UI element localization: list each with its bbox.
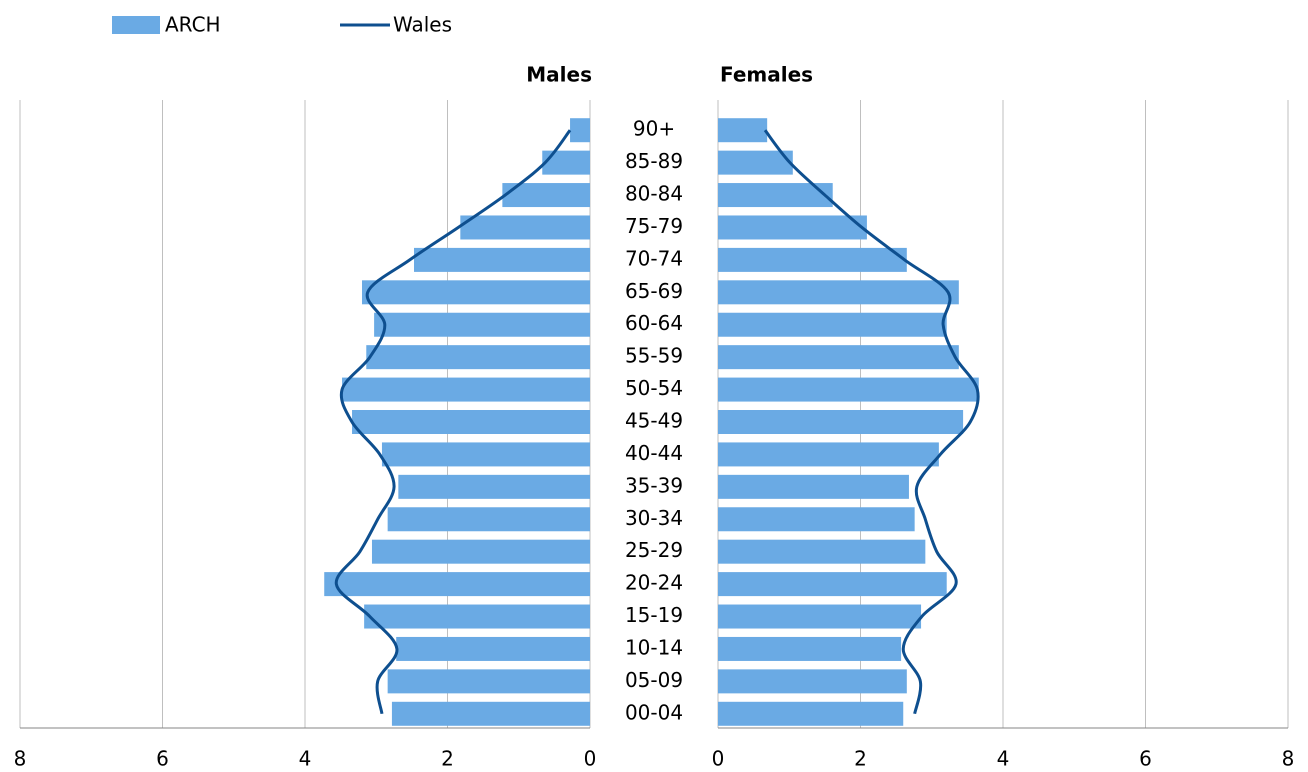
bar [718,247,907,272]
bar [374,312,590,337]
category-label: 15-19 [625,603,683,627]
bar [396,636,590,661]
category-label: 05-09 [625,668,683,692]
chart-title: Males [526,63,592,87]
bar [718,377,979,402]
category-label: 00-04 [625,700,683,724]
category-label: 20-24 [625,571,683,595]
bar [460,215,590,240]
category-label: 60-64 [625,311,683,335]
category-label: 35-39 [625,473,683,497]
bar [718,669,907,694]
bar [718,701,904,726]
category-label: 70-74 [625,246,683,270]
bar [387,507,590,532]
bar [718,442,939,467]
category-label: 50-54 [625,376,683,400]
bar [342,377,590,402]
category-label: 80-84 [625,182,683,206]
bar [352,410,590,434]
x-tick-label: 2 [854,747,867,771]
x-tick-label: 0 [584,747,597,771]
bar [366,345,590,370]
category-label: 25-29 [625,538,683,562]
category-label: 45-49 [625,409,683,433]
bar [718,312,947,337]
bar [718,118,768,143]
chart-title: Females [720,63,813,87]
bar [718,345,959,370]
bar [398,474,590,499]
bar [718,280,959,305]
bar [718,507,915,532]
bar [381,442,590,467]
bar [718,572,947,597]
category-label: 10-14 [625,635,683,659]
bar [718,636,902,661]
bar [391,701,590,726]
legend-label: ARCH [165,13,221,37]
bar [362,280,590,305]
x-tick-label: 0 [712,747,725,771]
bar [718,474,909,499]
x-tick-label: 8 [1282,747,1295,771]
line [763,129,980,715]
category-label: 90+ [633,117,675,141]
category-label: 75-79 [625,214,683,238]
line [334,129,572,715]
bar [718,539,926,564]
x-tick-label: 2 [441,747,454,771]
legend-label: Wales [393,13,452,37]
x-tick-label: 8 [14,747,27,771]
bar [718,183,833,208]
bar [364,604,590,629]
x-tick-label: 6 [156,747,169,771]
bar [718,215,867,240]
bar [414,247,590,272]
category-label: 85-89 [625,149,683,173]
category-label: 40-44 [625,441,683,465]
bar [387,669,590,694]
bar [542,150,590,175]
x-tick-label: 4 [997,747,1010,771]
legend-swatch [112,16,160,34]
bar [718,410,964,434]
category-label: 65-69 [625,279,683,303]
bar [718,150,793,175]
bar [718,604,922,629]
bar [570,118,590,143]
x-tick-label: 6 [1139,747,1152,771]
bar [371,539,590,564]
bar [324,572,590,597]
category-label: 30-34 [625,506,683,530]
x-tick-label: 4 [299,747,312,771]
category-label: 55-59 [625,344,683,368]
